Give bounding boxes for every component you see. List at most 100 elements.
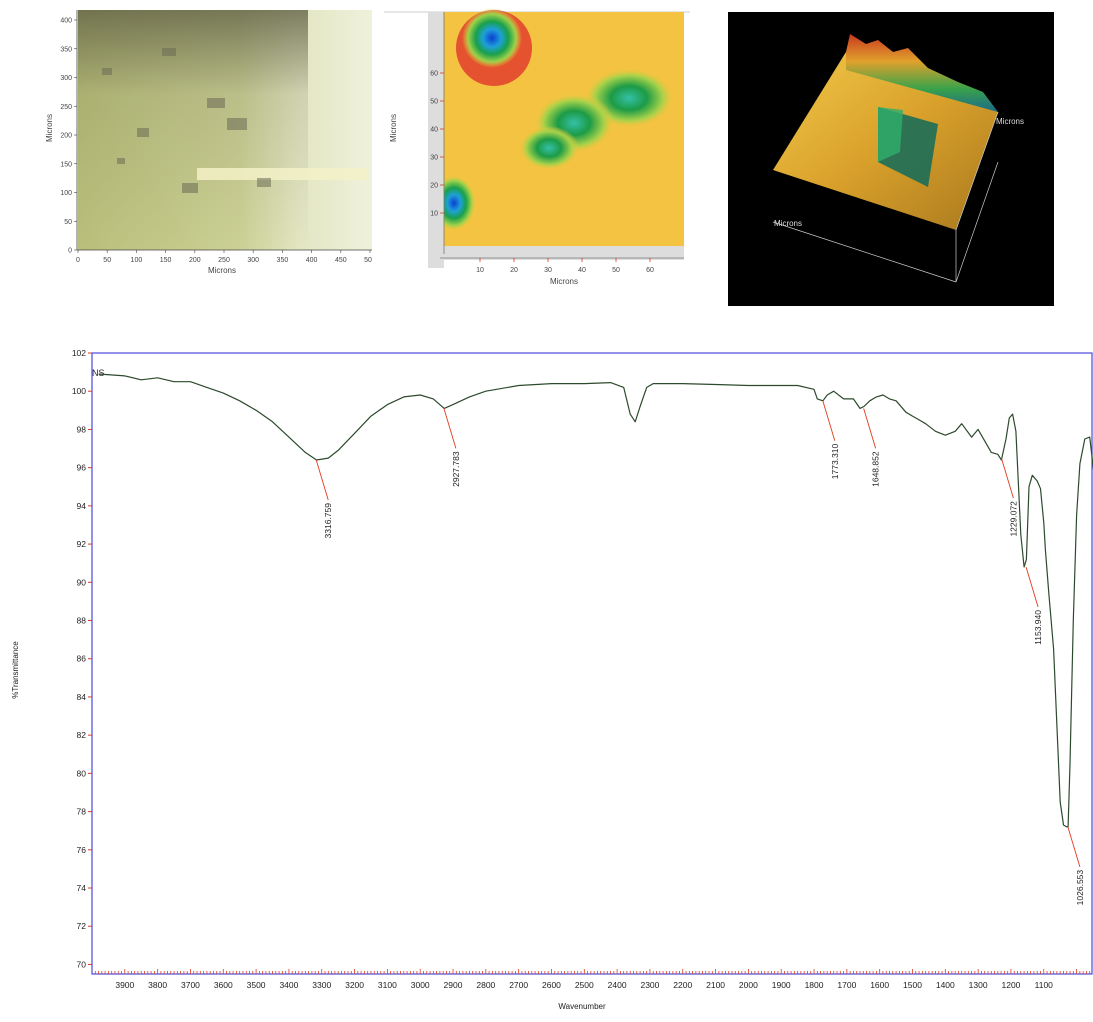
peak-label: 2927.783: [451, 451, 461, 487]
map3d-axis-label-left: Microns: [774, 219, 802, 228]
y-tick-label: 82: [77, 730, 87, 740]
x-tick-label: 1600: [870, 980, 889, 990]
y-tick-label: 96: [77, 463, 87, 473]
micrograph-ytick-label: 100: [60, 190, 72, 197]
peak-label: 1026.553: [1075, 870, 1085, 906]
x-tick-label: 2000: [739, 980, 758, 990]
micrograph-ytick-label: 350: [60, 46, 72, 53]
x-tick-label: 3400: [279, 980, 298, 990]
map2d-xtick-label: 60: [646, 267, 654, 274]
y-tick-label: 92: [77, 539, 87, 549]
micrograph-xtick-label: 450: [335, 257, 347, 264]
y-tick-label: 90: [77, 577, 87, 587]
y-tick-label: 102: [72, 348, 86, 358]
peak-leader: [315, 459, 329, 501]
x-tick-label: 1100: [1035, 980, 1054, 990]
y-tick-label: 94: [77, 501, 87, 511]
x-tick-label: 3800: [148, 980, 167, 990]
micrograph-xtick-label: 50: [103, 257, 111, 264]
y-tick-label: 78: [77, 807, 87, 817]
peak-label: 1773.310: [830, 443, 840, 479]
map2d-ytick-label: 50: [430, 99, 438, 106]
micrograph-xtick-label: 400: [306, 257, 318, 264]
map2d-ytick-label: 10: [430, 211, 438, 218]
y-tick-label: 80: [77, 768, 87, 778]
map2d-xtick-label: 40: [578, 267, 586, 274]
map2d-xlabel: Microns: [550, 277, 578, 286]
x-tick-label: 2700: [509, 980, 528, 990]
micrograph-xtick-label: 500: [364, 257, 372, 264]
x-tick-label: 1500: [903, 980, 922, 990]
peak-label: 1229.072: [1008, 501, 1018, 537]
spectrum-line: [98, 373, 1093, 828]
micrograph-panel: Microns Microns 0 50 100 150 200 250 300 350 400…: [42, 8, 376, 288]
peak-label: 1153.940: [1033, 610, 1043, 645]
map3d-panel: Microns Microns: [728, 12, 1054, 306]
peak-leader: [443, 408, 457, 449]
x-tick-label: 1400: [936, 980, 955, 990]
x-tick-label: 3500: [247, 980, 266, 990]
micrograph-xtick-label: 350: [277, 257, 289, 264]
x-tick-label: 1700: [837, 980, 856, 990]
micrograph-xtick-label: 250: [218, 257, 230, 264]
micrograph-ylabel: Microns: [45, 114, 54, 142]
y-tick-label: 70: [77, 959, 87, 969]
peak-leader: [1025, 566, 1039, 608]
map2d-ytick-label: 60: [430, 71, 438, 78]
peak-leader: [1067, 826, 1081, 868]
micrograph-xlabel: Microns: [208, 266, 236, 275]
y-tick-label: 86: [77, 654, 87, 664]
map2d-panel: Microns Microns 10 20 30 40 50 60 10 20 30 40 50 6…: [384, 8, 690, 290]
y-tick-label: 74: [77, 883, 87, 893]
micrograph-xtick-label: 100: [131, 257, 143, 264]
y-tick-label: 98: [77, 424, 87, 434]
x-tick-label: 2200: [673, 980, 692, 990]
peak-label: 3316.759: [323, 503, 333, 539]
peak-label: 1648.852: [871, 451, 881, 487]
map2d-ytick-label: 30: [430, 155, 438, 162]
micrograph-ytick-label: 0: [68, 248, 72, 255]
y-tick-label: 100: [72, 386, 86, 396]
micrograph-xtick-label: 150: [160, 257, 172, 264]
peak-leader: [822, 400, 836, 441]
x-tick-label: 3200: [345, 980, 364, 990]
ir-series-label: NS: [92, 368, 105, 378]
micrograph-ytick-label: 150: [60, 161, 72, 168]
map2d-xtick-label: 10: [476, 267, 484, 274]
micrograph-ytick-label: 250: [60, 104, 72, 111]
x-tick-label: 3900: [115, 980, 134, 990]
y-tick-label: 72: [77, 921, 87, 931]
y-tick-label: 88: [77, 616, 87, 626]
x-tick-label: 2800: [476, 980, 495, 990]
x-tick-label: 1200: [1001, 980, 1020, 990]
x-tick-label: 3600: [214, 980, 233, 990]
map2d-xtick-label: 30: [544, 267, 552, 274]
map2d-ylabel: Microns: [389, 114, 398, 142]
micrograph-xtick-label: 200: [189, 257, 201, 264]
x-tick-label: 1300: [969, 980, 988, 990]
micrograph-ytick-label: 400: [60, 18, 72, 25]
ir-ylabel: %Transmittance: [11, 641, 20, 699]
micrograph-ytick-label: 200: [60, 133, 72, 140]
peak-leader: [863, 408, 877, 449]
ir-spectrum-panel: %Transmittance Wavenumber NS 70 72 74 76 78 8…: [0, 340, 1093, 1017]
x-tick-label: 3100: [378, 980, 397, 990]
x-tick-label: 2600: [542, 980, 561, 990]
map2d-xtick-label: 50: [612, 267, 620, 274]
y-tick-label: 84: [77, 692, 87, 702]
ir-xlabel: Wavenumber: [558, 1002, 606, 1011]
y-tick-label: 76: [77, 845, 87, 855]
x-tick-label: 2500: [575, 980, 594, 990]
x-tick-label: 3000: [411, 980, 430, 990]
x-tick-label: 2300: [640, 980, 659, 990]
micrograph-ytick-label: 300: [60, 75, 72, 82]
map3d-axis-label-right: Microns: [996, 117, 1024, 126]
x-tick-label: 2900: [444, 980, 463, 990]
x-tick-label: 3700: [181, 980, 200, 990]
map2d-xtick-label: 20: [510, 267, 518, 274]
x-tick-label: 1900: [772, 980, 791, 990]
x-tick-label: 3300: [312, 980, 331, 990]
micrograph-ytick-label: 50: [64, 219, 72, 226]
x-tick-label: 2400: [608, 980, 627, 990]
x-tick-label: 2100: [706, 980, 725, 990]
